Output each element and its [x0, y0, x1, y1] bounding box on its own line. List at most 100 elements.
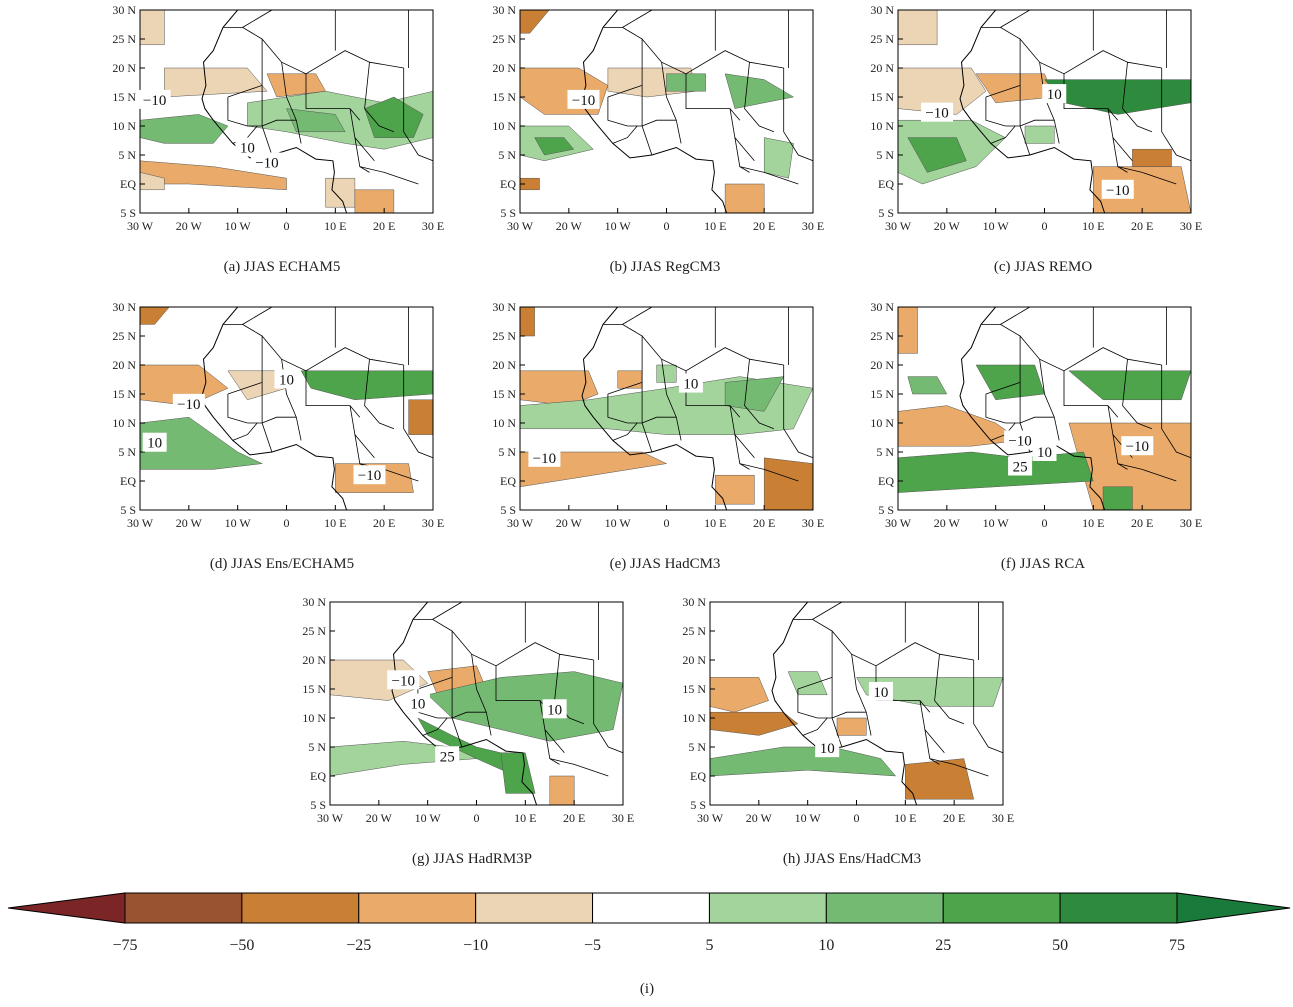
colorbar-swatch — [1059, 892, 1178, 924]
country-border — [403, 68, 434, 162]
lat-tick-label: 20 N — [492, 61, 516, 75]
lon-tick-label: 20 E — [1131, 516, 1153, 530]
colorbar-max-arrow — [1176, 892, 1291, 924]
lat-tick-label: EQ — [120, 474, 136, 488]
contour-label-box — [542, 699, 567, 719]
country-border — [661, 62, 682, 144]
lon-tick-label: 30 W — [127, 219, 154, 233]
country-border — [1117, 463, 1177, 482]
anomaly-patch — [897, 306, 918, 354]
colorbar-swatch — [475, 892, 594, 924]
contour-label: 10 — [683, 377, 698, 393]
lon-tick-label: 30 W — [697, 811, 724, 825]
country-border — [247, 119, 297, 127]
lat-tick-label: 15 N — [492, 387, 516, 401]
lon-tick-label: 10 W — [983, 219, 1010, 233]
colorbar-min-arrow — [7, 892, 126, 924]
lon-tick-label: 10 E — [704, 219, 726, 233]
country-border — [919, 700, 940, 765]
country-border — [1019, 335, 1162, 372]
lat-tick-label: 30 N — [492, 300, 516, 314]
colorbar-label: 10 — [818, 937, 834, 954]
caption-panel-e: (e) JJAS HadCM3 — [609, 556, 721, 572]
lon-tick-label: 30 W — [317, 811, 344, 825]
lon-tick-label: 30 W — [885, 219, 912, 233]
lon-tick-label: 0 — [284, 219, 290, 233]
colorbar-label: −10 — [463, 937, 488, 954]
lat-tick-label: 30 N — [112, 3, 136, 17]
lat-tick-label: 5 N — [498, 445, 516, 459]
lon-tick-label: 20 E — [373, 516, 395, 530]
lat-tick-label: EQ — [690, 769, 706, 783]
lat-tick-label: EQ — [500, 474, 516, 488]
country-border — [1161, 365, 1192, 459]
caption-panel-f: (f) JJAS RCA — [1000, 556, 1086, 572]
country-border — [851, 654, 872, 736]
country-border — [403, 365, 434, 459]
lon-tick-label: 20 E — [373, 219, 395, 233]
country-border — [432, 601, 463, 620]
lon-tick-label: 10 W — [605, 219, 632, 233]
contour-label: −10 — [177, 397, 200, 413]
anomaly-patch — [364, 96, 424, 138]
lon-tick-label: 20 W — [366, 811, 393, 825]
lon-tick-label: 30 E — [992, 811, 1014, 825]
contour-label-box — [142, 432, 167, 452]
contour-label-box — [868, 681, 893, 701]
caption-panel-b: (b) JJAS RegCM3 — [609, 259, 721, 275]
country-border — [744, 359, 775, 430]
contour-label: 10 — [1037, 445, 1052, 461]
colorbar-label: −75 — [112, 937, 137, 954]
country-border — [354, 137, 375, 162]
country-border — [985, 97, 1006, 127]
anomaly-patch — [500, 752, 536, 794]
lat-tick-label: EQ — [310, 769, 326, 783]
lon-tick-label: 10 E — [1082, 219, 1104, 233]
anomaly-patch — [534, 137, 575, 156]
contour-label-box — [1032, 442, 1057, 461]
lat-tick-label: 30 N — [302, 595, 326, 609]
contour-label: 10 — [147, 436, 162, 452]
country-border — [471, 654, 492, 736]
lat-tick-label: 15 N — [492, 90, 516, 104]
contour-label: −10 — [925, 106, 948, 122]
country-border — [422, 717, 448, 736]
coastline — [581, 306, 814, 511]
country-border — [641, 335, 784, 372]
country-border — [797, 689, 818, 719]
lon-tick-label: 30 E — [802, 516, 824, 530]
lat-tick-label: 20 N — [682, 653, 706, 667]
lat-tick-label: 20 N — [492, 358, 516, 372]
lat-tick-label: 10 N — [492, 416, 516, 430]
lon-tick-label: 20 W — [556, 219, 583, 233]
lat-tick-label: 5 S — [500, 206, 516, 220]
lat-tick-label: 15 N — [682, 682, 706, 696]
lat-tick-label: 5 N — [498, 148, 516, 162]
lon-tick-label: 30 W — [127, 516, 154, 530]
contour-label: 10 — [1047, 87, 1062, 103]
lat-tick-label: 5 S — [120, 206, 136, 220]
anomaly-patch — [1132, 148, 1172, 167]
country-border — [685, 73, 741, 121]
country-border — [354, 434, 375, 459]
map-panel-b: 30 N 25 N 20 N 15 N 10 N 5 N EQ 5 S30 W 20 W 10 W… — [492, 3, 824, 233]
country-border — [1039, 62, 1060, 144]
coastline — [959, 306, 1192, 511]
lat-tick-label: 5 S — [878, 206, 894, 220]
lat-tick-label: EQ — [878, 177, 894, 191]
contour-label: 10 — [873, 685, 888, 701]
anomaly-patch — [724, 183, 765, 214]
anomaly-patch — [905, 758, 975, 800]
lon-tick-label: 10 E — [324, 516, 346, 530]
lat-tick-label: 15 N — [112, 387, 136, 401]
anomaly-patch — [724, 376, 785, 412]
contour-label: −10 — [572, 93, 595, 109]
country-border — [242, 306, 273, 325]
lat-tick-label: 15 N — [870, 387, 894, 401]
contour-label-box — [815, 738, 840, 758]
country-border — [232, 422, 258, 441]
anomaly-patch — [907, 137, 967, 173]
lon-tick-label: 10 W — [983, 516, 1010, 530]
anomaly-patch — [907, 376, 948, 395]
colorbar-swatch — [825, 892, 944, 924]
